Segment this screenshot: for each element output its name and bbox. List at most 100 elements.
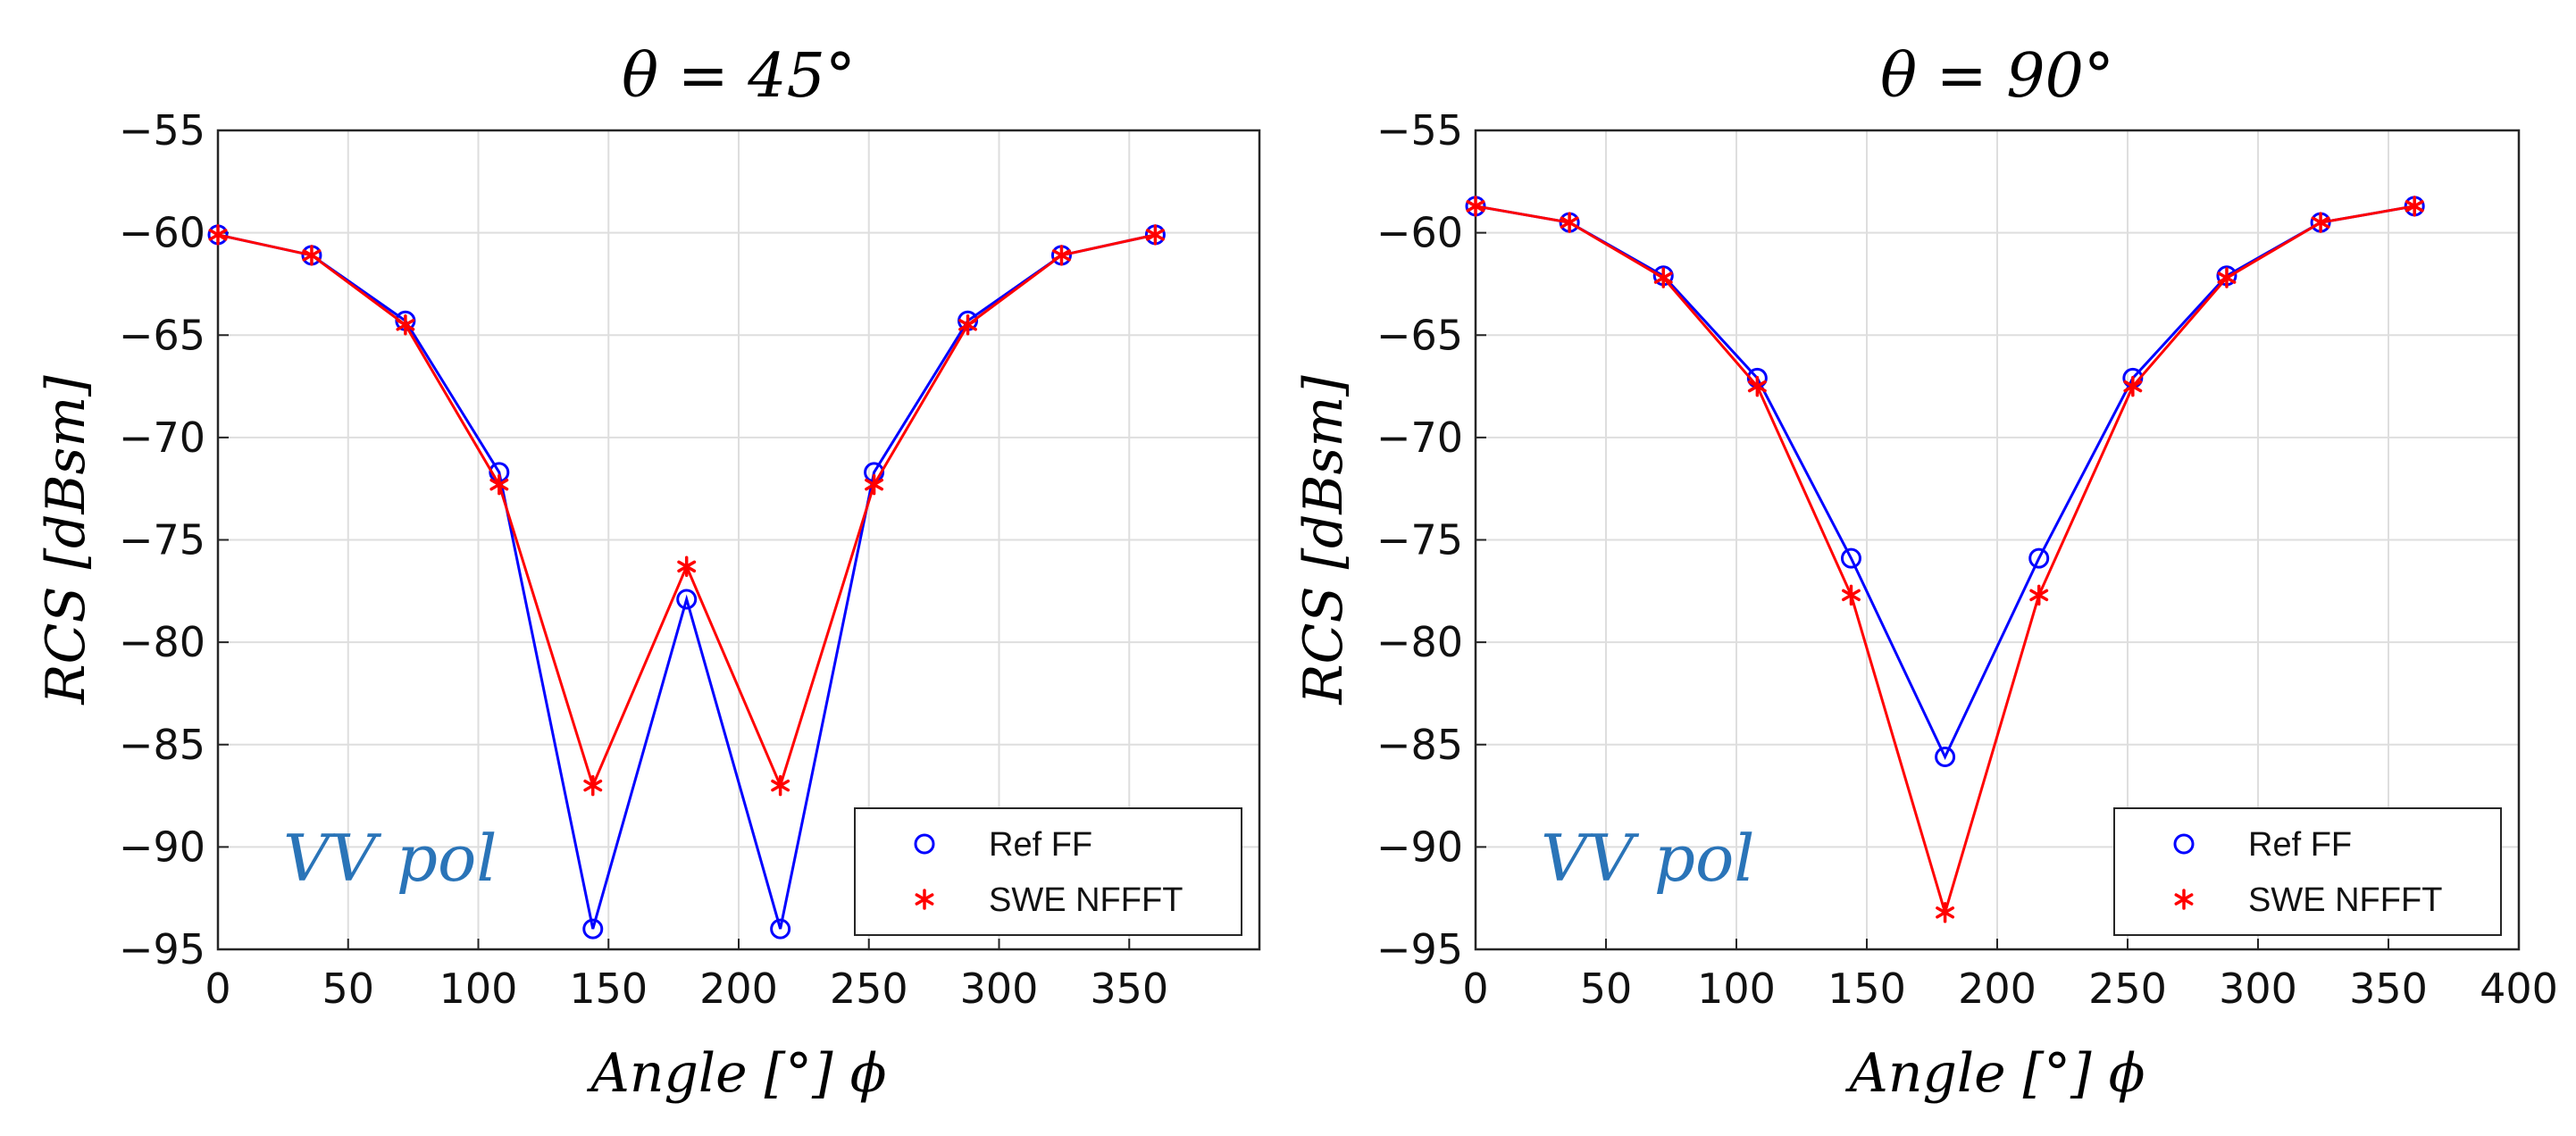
asterisk-stroke (1936, 906, 1955, 919)
y-tick-label: −75 (1376, 516, 1463, 564)
data-point (1145, 224, 1165, 246)
data-point (582, 918, 604, 940)
y-tick-label: −60 (119, 209, 205, 257)
y-tick-label: −65 (119, 311, 205, 359)
asterisk-stroke (677, 560, 697, 573)
annotation-label: VV pol (283, 821, 497, 896)
asterisk-stroke (2311, 216, 2330, 229)
y-tick-label: −90 (119, 823, 205, 871)
annotation-label: VV pol (1541, 821, 1754, 896)
legend-item: SWE NFFFT (915, 881, 1183, 919)
data-point (1840, 547, 1861, 569)
y-tick-label: −85 (1376, 721, 1463, 769)
data-point (2029, 584, 2049, 606)
x-tick-label: 50 (322, 965, 374, 1013)
asterisk-stroke (2029, 589, 2049, 602)
legend-marker (915, 889, 934, 910)
legend-item: SWE NFFFT (2174, 881, 2442, 919)
x-tick-label: 300 (960, 965, 1039, 1013)
asterisk-stroke (2123, 380, 2143, 393)
data-point (208, 224, 228, 246)
data-point (1935, 747, 1956, 768)
series-line (1475, 205, 2415, 761)
y-axis-label: RCS [dBsm] (35, 375, 97, 706)
x-axis-label: Angle [°] ϕ (587, 1042, 887, 1105)
asterisk-stroke (396, 319, 415, 331)
data-point (2405, 196, 2424, 217)
series-swe-nffft (1466, 196, 2424, 923)
data-point (1653, 267, 1673, 288)
legend-label: Ref FF (989, 826, 1092, 864)
series-line (1475, 205, 2415, 918)
legend-box (2113, 807, 2502, 936)
legend-label: Ref FF (2248, 826, 2352, 864)
x-axis-label: Angle [°] ϕ (1845, 1042, 2145, 1105)
asterisk-stroke (2405, 200, 2424, 213)
x-tick-label: 350 (2349, 965, 2428, 1013)
asterisk-stroke (1052, 249, 1071, 262)
x-tick-label: 200 (699, 965, 778, 1013)
data-point (676, 589, 698, 610)
data-point (1560, 212, 1579, 233)
data-point (771, 774, 790, 797)
data-point (302, 245, 322, 266)
x-tick-label: 200 (1958, 965, 2037, 1013)
y-tick-label: −85 (119, 721, 205, 769)
y-tick-label: −90 (1376, 823, 1463, 871)
series-line (217, 233, 1156, 930)
data-point (1842, 584, 1861, 606)
y-axis: −55 −60 −65 −70 −75 −80 −85 −90 −95 (119, 106, 229, 973)
legend-label: SWE NFFFT (989, 881, 1183, 919)
x-axis: 0 50 100 150 200 250 300 350 (205, 939, 1168, 1013)
asterisk-stroke (489, 478, 509, 491)
data-point (1936, 901, 1955, 923)
asterisk-stroke (1653, 271, 1673, 284)
y-tick-label: −95 (119, 925, 205, 973)
legend-marker (2173, 833, 2195, 855)
y-tick-label: −80 (1376, 618, 1463, 666)
x-tick-label: 100 (1697, 965, 1776, 1013)
data-point (770, 918, 791, 940)
legend-box (854, 807, 1242, 936)
data-point (396, 314, 415, 336)
series-ref-ff (1465, 196, 2425, 768)
x-tick-label: 100 (439, 965, 518, 1013)
x-axis: 0 50 100 150 200 250 300 350 400 (1462, 939, 2558, 1013)
asterisk-stroke (208, 229, 228, 241)
y-tick-label: −75 (119, 516, 205, 564)
y-tick-label: −55 (1376, 106, 1463, 155)
y-tick-label: −55 (119, 106, 205, 155)
chart-title: θ = 90° (1880, 41, 2114, 112)
data-point (1747, 375, 1767, 397)
asterisk-stroke (1560, 216, 1579, 229)
series-line (217, 233, 1156, 789)
chart-1: 0 50 100 150 200 250 300 350−55−60−65−70−75−80−… (35, 41, 1261, 1105)
asterisk-stroke (1747, 380, 1767, 393)
asterisk-stroke (771, 779, 790, 792)
asterisk-stroke (2174, 893, 2194, 906)
x-tick-label: 0 (1462, 965, 1488, 1013)
x-tick-label: 300 (2219, 965, 2297, 1013)
asterisk-stroke (958, 319, 977, 331)
data-point (1466, 196, 1485, 217)
chart-2: 0 50 100 150 200 250 300 350 400−55−60−65−70−75−… (1292, 41, 2558, 1105)
y-tick-label: −65 (1376, 311, 1463, 359)
x-tick-label: 150 (1827, 965, 1906, 1013)
asterisk-stroke (1466, 200, 1485, 213)
data-point (2028, 547, 2050, 569)
x-tick-label: 250 (2088, 965, 2167, 1013)
data-point (1052, 245, 1071, 266)
series-swe-nffft (208, 224, 1165, 797)
legend: Ref FF SWE NFFFT (854, 807, 1242, 936)
legend-marker (914, 833, 935, 855)
data-point (2123, 375, 2143, 397)
x-tick-label: 0 (205, 965, 230, 1013)
data-point (677, 555, 697, 578)
y-axis-label: RCS [dBsm] (1292, 375, 1355, 706)
asterisk-stroke (1842, 589, 1861, 602)
x-tick-label: 250 (830, 965, 908, 1013)
data-point (2217, 267, 2237, 288)
data-point (958, 314, 977, 336)
data-point (865, 473, 884, 496)
